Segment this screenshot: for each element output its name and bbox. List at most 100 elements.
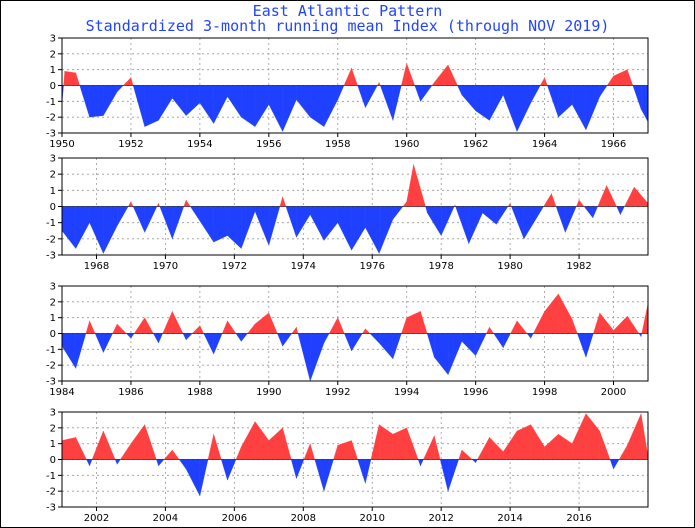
x-tick-label: 2016 xyxy=(566,513,591,524)
y-tick-label: 2 xyxy=(50,49,56,60)
negative-area xyxy=(227,85,242,118)
negative-area xyxy=(297,333,311,382)
negative-area xyxy=(526,333,531,339)
positive-area xyxy=(378,424,394,460)
y-tick-label: 0 xyxy=(50,202,56,213)
positive-area xyxy=(544,77,548,86)
positive-area xyxy=(268,427,283,460)
positive-area xyxy=(401,317,407,334)
positive-area xyxy=(303,443,311,460)
x-tick-label: 1950 xyxy=(49,139,74,150)
positive-area xyxy=(624,187,635,207)
x-tick-label: 1998 xyxy=(532,387,557,398)
positive-area xyxy=(434,435,441,460)
positive-area xyxy=(618,444,628,460)
positive-area xyxy=(489,326,494,334)
negative-area xyxy=(178,459,187,470)
positive-area xyxy=(85,320,90,334)
negative-area xyxy=(447,333,463,375)
y-tick-label: 1 xyxy=(50,65,56,76)
y-tick-label: -1 xyxy=(46,345,56,356)
positive-area xyxy=(63,71,65,86)
negative-area xyxy=(471,459,476,464)
x-tick-label: 1992 xyxy=(325,387,350,398)
positive-area xyxy=(75,437,87,460)
negative-area xyxy=(185,333,193,341)
positive-area xyxy=(585,413,600,460)
positive-area xyxy=(337,317,345,334)
y-tick-label: 1 xyxy=(50,186,56,197)
positive-area xyxy=(543,193,552,207)
negative-area xyxy=(323,85,338,127)
positive-area xyxy=(351,68,358,86)
negative-area xyxy=(241,333,248,342)
negative-area xyxy=(585,333,594,358)
positive-area xyxy=(406,164,414,207)
positive-area xyxy=(634,186,649,207)
positive-area xyxy=(406,311,421,334)
x-tick-label: 1964 xyxy=(532,139,557,150)
negative-area xyxy=(530,333,534,339)
positive-area xyxy=(127,201,132,207)
positive-area xyxy=(337,440,352,460)
negative-area xyxy=(89,85,104,118)
y-tick-label: 3 xyxy=(50,282,56,293)
negative-area xyxy=(61,333,76,369)
positive-area xyxy=(486,327,490,334)
x-tick-label: 1980 xyxy=(497,261,522,272)
negative-area xyxy=(585,85,600,130)
negative-area xyxy=(130,333,135,339)
positive-area xyxy=(606,75,614,86)
positive-area xyxy=(362,328,366,334)
negative-area xyxy=(337,206,352,251)
positive-area xyxy=(532,311,545,334)
negative-area xyxy=(158,333,163,344)
x-tick-label: 2008 xyxy=(291,513,316,524)
negative-area xyxy=(323,206,338,241)
negative-area xyxy=(609,459,614,470)
negative-area xyxy=(282,85,297,132)
negative-area xyxy=(213,333,223,355)
negative-area xyxy=(351,333,363,352)
negative-area xyxy=(75,333,87,369)
chart-title: East Atlantic Pattern xyxy=(252,2,443,20)
positive-area xyxy=(351,440,358,460)
y-tick-label: -1 xyxy=(46,218,56,229)
negative-area xyxy=(144,85,159,127)
negative-area xyxy=(365,85,378,108)
positive-area xyxy=(599,430,611,460)
y-tick-label: -2 xyxy=(46,361,56,372)
negative-area xyxy=(159,206,173,239)
negative-area xyxy=(592,206,598,218)
negative-area xyxy=(337,85,345,100)
y-tick-label: 3 xyxy=(50,408,56,419)
y-tick-label: 0 xyxy=(50,81,56,92)
y-tick-label: 2 xyxy=(50,423,56,434)
positive-area xyxy=(593,312,600,334)
positive-area xyxy=(392,427,407,460)
negative-area xyxy=(114,459,118,465)
positive-area xyxy=(227,320,237,334)
negative-area xyxy=(153,333,159,344)
x-tick-label: 1984 xyxy=(49,387,74,398)
negative-area xyxy=(455,206,469,244)
positive-area xyxy=(606,185,617,207)
y-tick-label: -2 xyxy=(46,487,56,498)
positive-area xyxy=(544,433,559,460)
positive-area xyxy=(544,293,559,334)
x-tick-label: 1952 xyxy=(118,139,143,150)
positive-area xyxy=(641,303,649,334)
y-tick-label: -3 xyxy=(46,503,56,514)
negative-area xyxy=(475,459,478,463)
x-tick-label: 2002 xyxy=(84,513,109,524)
positive-area xyxy=(130,201,134,207)
negative-area xyxy=(185,459,201,496)
negative-area xyxy=(547,85,559,118)
positive-area xyxy=(117,323,127,334)
negative-area xyxy=(565,206,577,233)
negative-area xyxy=(254,85,269,128)
negative-area xyxy=(199,85,214,124)
negative-area xyxy=(199,206,214,243)
positive-area xyxy=(434,64,449,86)
positive-area xyxy=(162,311,173,334)
